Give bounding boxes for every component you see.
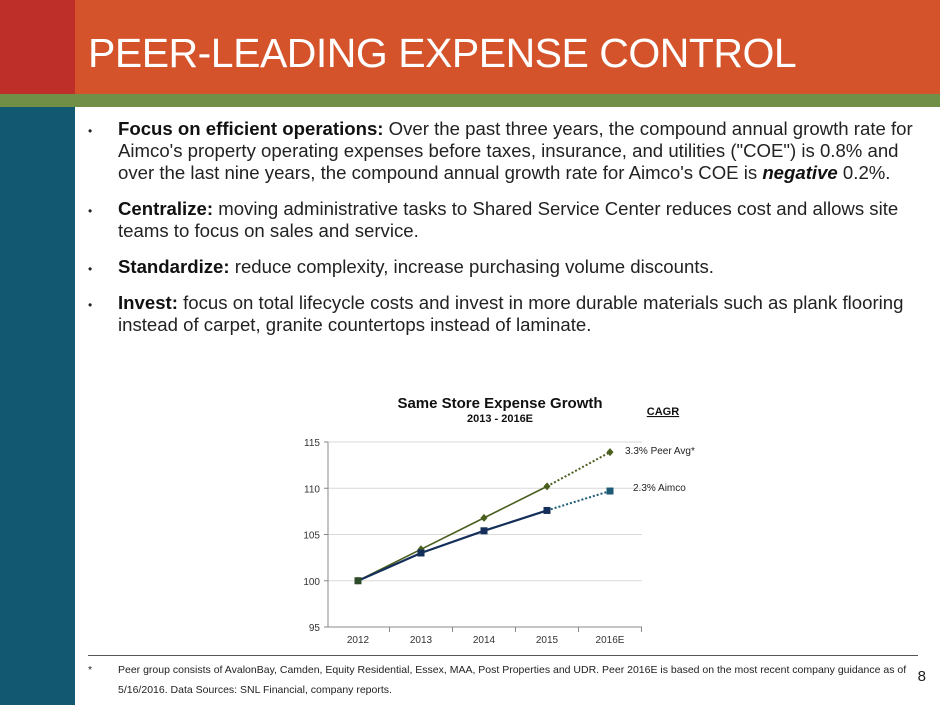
bullet-text: reduce complexity, increase purchasing v… (229, 256, 714, 277)
chart-title: Same Store Expense Growth (397, 395, 602, 412)
bullet-heading: Centralize: (118, 198, 214, 219)
series-line (357, 509, 548, 582)
side-bar (0, 107, 75, 705)
y-tick-label: 95 (309, 623, 321, 634)
y-tick-label: 115 (304, 438, 320, 449)
x-tick-label: 2012 (347, 635, 370, 646)
series-estimate-line (546, 490, 611, 512)
chart-subtitle: 2013 - 2016E (467, 413, 533, 425)
bullet-list: • Focus on efficient operations: Over the… (88, 118, 918, 350)
bullet-text: 0.2%. (837, 162, 891, 183)
x-tick-label: 2013 (410, 635, 433, 646)
bullet-text: moving administrative tasks to Shared Se… (118, 198, 899, 241)
bullet-heading: Standardize: (118, 256, 230, 277)
series-label: 3.3% Peer Avg* (625, 446, 695, 457)
bullet-icon: • (88, 298, 93, 312)
data-point (543, 482, 551, 491)
y-tick-label: 110 (304, 484, 320, 495)
footnote: * Peer group consists of AvalonBay, Camd… (88, 655, 918, 700)
bullet-item: • Standardize: reduce complexity, increas… (88, 256, 918, 278)
bullet-heading: Invest: (118, 292, 178, 313)
bullet-item: • Invest: focus on total lifecycle costs … (88, 292, 918, 336)
header-accent-block (0, 0, 75, 94)
series-line (357, 485, 548, 582)
footnote-marker: * (88, 664, 93, 676)
page-number: 8 (917, 668, 926, 685)
bullet-icon: • (88, 262, 93, 276)
series-label: 2.3% Aimco (633, 483, 686, 494)
header-stripe (0, 94, 940, 107)
legend-header: CAGR (647, 406, 679, 418)
page-title: PEER-LEADING EXPENSE CONTROL (88, 30, 797, 76)
header-bar (75, 0, 940, 94)
data-point (606, 487, 614, 495)
y-tick-label: 100 (303, 577, 320, 588)
x-tick-label: 2015 (536, 635, 559, 646)
footnote-text: Peer group consists of AvalonBay, Camden… (118, 664, 907, 696)
bullet-item: • Focus on efficient operations: Over the… (88, 118, 918, 184)
data-point (480, 513, 488, 522)
x-tick-label: 2014 (473, 635, 496, 646)
data-point (417, 549, 425, 557)
x-tick-label: 2016E (596, 635, 625, 646)
bullet-icon: • (88, 124, 93, 138)
series-estimate-line (546, 451, 611, 488)
y-tick-label: 105 (303, 531, 320, 542)
data-point (606, 448, 614, 457)
bullet-heading: Focus on efficient operations: (118, 118, 384, 139)
bullet-emphasis: negative (762, 162, 838, 183)
bullet-icon: • (88, 204, 93, 218)
data-point (543, 506, 551, 514)
bullet-text: focus on total lifecycle costs and inves… (118, 292, 904, 335)
bullet-text: Over the past three years, the compound … (118, 118, 913, 183)
data-point (480, 527, 488, 535)
data-point (354, 577, 362, 585)
bullet-item: • Centralize: moving administrative tasks… (88, 198, 918, 242)
